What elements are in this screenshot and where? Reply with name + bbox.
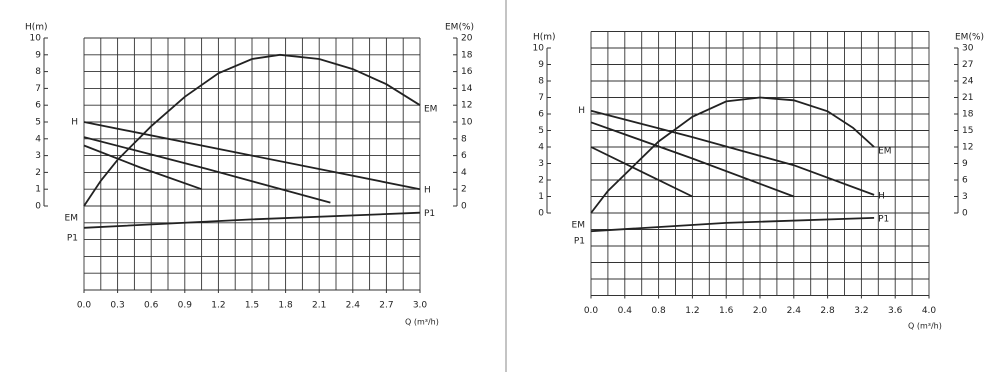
- y-tick-label: 10: [533, 44, 545, 54]
- x-tick-label: 0.8: [651, 306, 666, 316]
- y2-tick-label: 12: [962, 143, 973, 153]
- y-tick-label: 9: [35, 50, 41, 60]
- y-tick-label: 0: [35, 202, 41, 212]
- x-tick-label: 3.2: [854, 306, 868, 316]
- y2-axis-title: EM(%): [955, 33, 984, 43]
- curve: [83, 144, 202, 191]
- x-tick-label: 1.2: [685, 306, 699, 316]
- curve: [590, 217, 875, 233]
- curve: [590, 109, 875, 196]
- x-tick-label: 1.6: [719, 306, 734, 316]
- y-tick-label: 2: [35, 168, 41, 178]
- y2-tick-label: 6: [962, 176, 968, 186]
- y-tick-label: 5: [538, 126, 544, 136]
- y-tick-label: 4: [35, 134, 41, 144]
- curve-label: EM: [572, 221, 585, 231]
- y-tick-label: 8: [538, 77, 544, 87]
- curve-label: EM: [65, 214, 78, 224]
- y-tick-label: 0: [538, 209, 544, 219]
- curve-label: H: [878, 191, 885, 201]
- curve: [83, 121, 421, 191]
- y2-tick-label: 30: [962, 44, 974, 54]
- y2-tick-label: 27: [962, 60, 973, 70]
- x-axis-title: Q (m³/h): [405, 318, 439, 327]
- curve-label: H: [424, 186, 431, 196]
- y2-tick-label: 12: [461, 101, 472, 111]
- curve: [590, 96, 875, 214]
- x-tick-label: 3.6: [888, 306, 903, 316]
- y2-tick-label: 18: [962, 110, 974, 120]
- y2-tick-label: 20: [461, 34, 473, 44]
- y2-tick-label: 9: [962, 159, 968, 169]
- y-tick-label: 5: [35, 118, 41, 128]
- curve: [590, 146, 693, 198]
- curve: [83, 136, 331, 204]
- curve-label: H: [578, 106, 585, 116]
- y-tick-label: 7: [35, 84, 41, 94]
- x-axis-title: Q (m³/h): [908, 322, 942, 331]
- curve-label: H: [71, 118, 78, 128]
- y2-tick-label: 2: [461, 185, 467, 195]
- x-tick-label: 0.6: [144, 301, 159, 311]
- curve-label: P1: [574, 237, 585, 247]
- x-tick-label: 2.7: [379, 301, 393, 311]
- y-axis-title: H(m): [25, 23, 48, 33]
- y2-tick-label: 21: [962, 93, 973, 103]
- y-tick-label: 10: [30, 34, 42, 44]
- curve-label: P1: [878, 214, 889, 224]
- y2-tick-label: 0: [461, 202, 467, 212]
- x-tick-label: 1.2: [211, 301, 225, 311]
- y-axis-title: H(m): [533, 33, 556, 43]
- x-tick-label: 3.0: [413, 301, 428, 311]
- y-tick-label: 6: [35, 101, 41, 111]
- y-tick-label: 1: [35, 185, 41, 195]
- y-tick-label: 3: [35, 151, 41, 161]
- y-tick-label: 2: [538, 176, 544, 186]
- x-tick-label: 0.9: [178, 301, 193, 311]
- curve-label: P1: [424, 209, 435, 219]
- x-tick-label: 2.0: [753, 306, 768, 316]
- curve: [590, 121, 795, 198]
- y2-tick-label: 3: [962, 192, 968, 202]
- y2-tick-label: 6: [461, 151, 467, 161]
- y2-tick-label: 18: [461, 50, 473, 60]
- x-tick-label: 2.1: [312, 301, 326, 311]
- y2-axis-title: EM(%): [445, 23, 474, 33]
- x-tick-label: 1.8: [278, 301, 293, 311]
- x-tick-label: 0.3: [110, 301, 124, 311]
- y-tick-label: 8: [35, 67, 41, 77]
- x-tick-label: 2.4: [787, 306, 802, 316]
- x-tick-label: 0.4: [618, 306, 633, 316]
- curve: [83, 211, 421, 229]
- y2-tick-label: 14: [461, 84, 473, 94]
- y2-tick-label: 15: [962, 126, 973, 136]
- y-tick-label: 6: [538, 110, 544, 120]
- x-tick-label: 0.0: [584, 306, 599, 316]
- curve-label: EM: [878, 147, 891, 157]
- x-tick-label: 2.8: [820, 306, 835, 316]
- y-tick-label: 7: [538, 93, 544, 103]
- x-tick-label: 0.0: [77, 301, 92, 311]
- y2-tick-label: 0: [962, 209, 968, 219]
- y2-tick-label: 8: [461, 134, 467, 144]
- y2-tick-label: 16: [461, 67, 473, 77]
- x-tick-label: 1.5: [245, 301, 259, 311]
- curve-label: EM: [424, 105, 437, 115]
- y-tick-label: 4: [538, 143, 544, 153]
- x-tick-label: 4.0: [922, 306, 937, 316]
- x-tick-label: 2.4: [346, 301, 361, 311]
- y2-tick-label: 4: [461, 168, 467, 178]
- y2-tick-label: 10: [461, 118, 473, 128]
- curve-label: P1: [67, 233, 78, 243]
- y-tick-label: 1: [538, 192, 544, 202]
- y2-tick-label: 24: [962, 77, 974, 87]
- curve: [83, 53, 421, 207]
- y-tick-label: 3: [538, 159, 544, 169]
- y-tick-label: 9: [538, 60, 544, 70]
